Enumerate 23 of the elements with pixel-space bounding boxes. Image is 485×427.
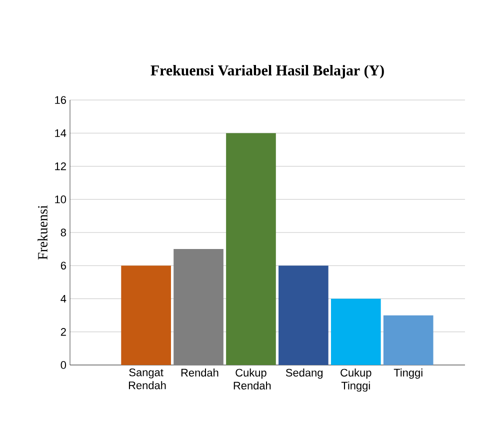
bar	[278, 266, 328, 365]
x-tick-label: Sedang	[286, 368, 323, 379]
y-tick-label: 2	[60, 328, 66, 336]
y-tick-label: 0	[60, 361, 66, 369]
x-tick-label: Sangat Rendah	[128, 368, 166, 390]
y-tick-label: 14	[55, 129, 66, 137]
x-tick-label: Rendah	[181, 368, 218, 377]
bar	[174, 249, 224, 365]
bar	[226, 133, 276, 365]
y-tick-label: 10	[55, 196, 66, 204]
bar	[121, 266, 171, 365]
bar	[330, 298, 381, 365]
y-tick-label: 12	[55, 162, 66, 170]
y-axis-title: Frekuensi	[38, 205, 48, 260]
x-tick-label: Tinggi	[394, 368, 422, 379]
bar	[383, 315, 434, 365]
y-tick-label: 8	[60, 228, 66, 236]
y-tick-label: 4	[60, 294, 66, 303]
y-tick-label: 16	[55, 96, 66, 104]
x-tick-label: Cukup Tinggi	[340, 368, 372, 392]
y-tick-label: 6	[60, 262, 66, 270]
x-tick-label: Cukup Rendah	[234, 368, 271, 390]
chart-title: Frekuensi Variabel Hasil Belajar (Y)	[150, 64, 384, 79]
